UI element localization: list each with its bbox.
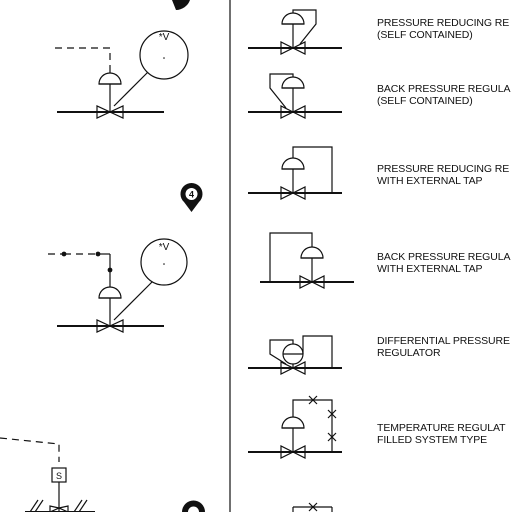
- label-line2: (SELF CONTAINED): [377, 95, 473, 107]
- label-pressure-reducing-external-tap: PRESSURE REDUCING RE WITH EXTERNAL TAP: [377, 163, 509, 187]
- label-line1: BACK PRESSURE REGULA: [377, 251, 511, 263]
- symbol-pressure-reducing-external-tap: [248, 146, 342, 200]
- label-line2: FILLED SYSTEM TYPE: [377, 434, 488, 446]
- label-line1: PRESSURE REDUCING RE: [377, 163, 510, 175]
- label-temperature-regulator-filled-system: TEMPERATURE REGULAT FILLED SYSTEM TYPE: [377, 422, 506, 446]
- label-line2: REGULATOR: [377, 347, 441, 359]
- gauge-label-2: *V: [159, 242, 170, 253]
- solenoid-label: S: [56, 471, 62, 481]
- symbol-partial-bottom: [292, 502, 333, 512]
- symbol-pressure-reducing-self-contained: [248, 9, 342, 55]
- left-symbol-solenoid-valve: S: [0, 437, 205, 512]
- label-line2: WITH EXTERNAL TAP: [377, 175, 483, 187]
- left-symbol-valve-with-gauge-2: 4 *V: [48, 182, 203, 333]
- label-line1: PRESSURE REDUCING RE: [377, 17, 510, 29]
- symbol-temperature-regulator-filled-system: [248, 395, 342, 459]
- label-line2: (SELF CONTAINED): [377, 29, 473, 41]
- label-pressure-reducing-self-contained: PRESSURE REDUCING RE (SELF CONTAINED): [377, 17, 509, 41]
- gauge-label-1: *V: [159, 32, 170, 43]
- label-line1: BACK PRESSURE REGULA: [377, 83, 511, 95]
- label-line2: WITH EXTERNAL TAP: [377, 263, 483, 275]
- marker-pin-number: 4: [189, 190, 194, 200]
- symbol-back-pressure-self-contained: [248, 73, 342, 119]
- marker-pin-icon: 4: [180, 182, 203, 212]
- label-line1: TEMPERATURE REGULAT: [377, 422, 506, 434]
- top-marker-pin: [172, 0, 190, 10]
- gauge-circle-2: [140, 238, 188, 286]
- label-back-pressure-self-contained: BACK PRESSURE REGULA (SELF CONTAINED): [377, 83, 510, 107]
- symbol-back-pressure-external-tap: [260, 232, 354, 289]
- left-symbol-valve-with-gauge-1: *V: [55, 0, 190, 119]
- symbol-differential-pressure-regulator: [248, 335, 342, 375]
- gauge-circle-1: [139, 30, 189, 80]
- label-back-pressure-external-tap: BACK PRESSURE REGULA WITH EXTERNAL TAP: [377, 251, 510, 275]
- label-differential-pressure-regulator: DIFFERENTIAL PRESSURE REGULATOR: [377, 335, 510, 359]
- label-line1: DIFFERENTIAL PRESSURE: [377, 335, 510, 347]
